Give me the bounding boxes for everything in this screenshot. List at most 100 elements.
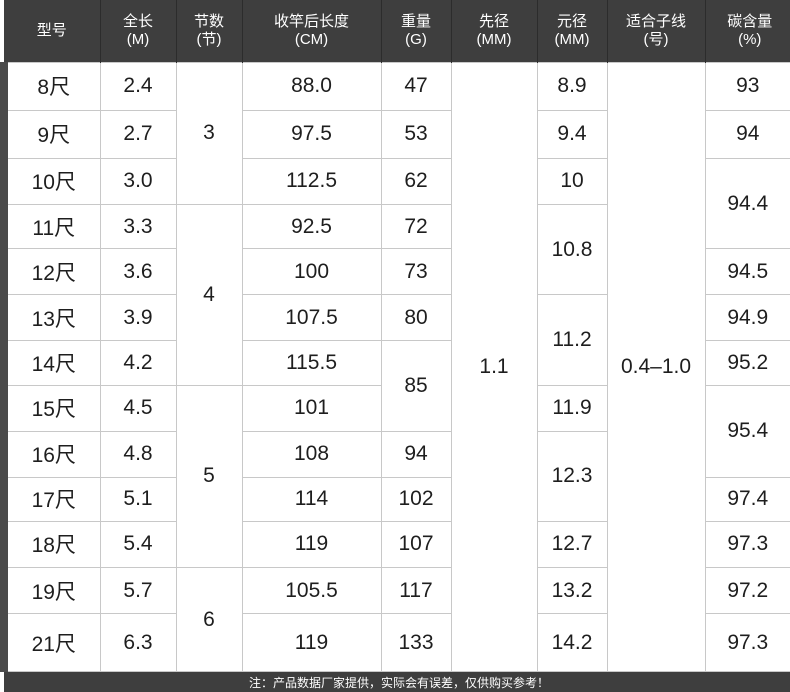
table-row: 21尺 6.3 119 133 14.2 97.3 — [0, 613, 790, 673]
collapsed-length-cell: 97.5 — [241, 109, 382, 159]
carbon-cell: 94 — [704, 109, 790, 159]
carbon-cell: 97.2 — [704, 567, 790, 615]
collapsed-length-cell: 119 — [241, 613, 382, 673]
weight-cell: 133 — [380, 613, 452, 673]
header-sections: 节数 (节) — [175, 0, 242, 63]
butt-diameter-cell: 14.2 — [536, 613, 608, 673]
collapsed-length-cell: 115.5 — [241, 340, 382, 386]
model-cell: 8尺 — [0, 61, 101, 111]
length-cell: 3.3 — [99, 204, 177, 250]
carbon-cell: 93 — [704, 61, 790, 111]
sections-cell: 5 — [175, 384, 243, 569]
table-row: 19尺 5.7 6 105.5 117 13.2 97.2 — [0, 567, 790, 673]
weight-cell: 72 — [380, 204, 452, 250]
collapsed-length-cell: 107.5 — [241, 294, 382, 342]
weight-cell: 85 — [380, 340, 452, 432]
butt-diameter-cell: 10 — [536, 157, 608, 206]
butt-diameter-cell: 11.2 — [536, 294, 608, 386]
sections-cell: 3 — [175, 61, 243, 206]
length-cell: 5.4 — [99, 520, 177, 569]
collapsed-length-cell: 100 — [241, 248, 382, 296]
model-cell: 10尺 — [0, 157, 101, 206]
sections-cell: 6 — [175, 567, 243, 673]
length-cell: 4.2 — [99, 340, 177, 386]
collapsed-length-cell: 101 — [241, 384, 382, 432]
table-row: 12尺 3.6 100 73 94.5 — [0, 248, 790, 296]
collapsed-length-cell: 108 — [241, 430, 382, 478]
weight-cell: 94 — [380, 430, 452, 478]
tip-diameter-cell: 1.1 — [450, 61, 538, 673]
weight-cell: 53 — [380, 109, 452, 159]
length-cell: 3.6 — [99, 248, 177, 296]
model-cell: 14尺 — [0, 340, 101, 386]
collapsed-length-cell: 92.5 — [241, 204, 382, 250]
table-row: 10尺 3.0 112.5 62 10 94.4 — [0, 157, 790, 250]
weight-cell: 62 — [380, 157, 452, 206]
header-row: 型号 全长 (M) 节数 (节) 收竿后长度 (CM) 重量 (G) 先径 (MM) 元径… — [4, 0, 790, 63]
table-row: 18尺 5.4 119 107 12.7 97.3 — [0, 520, 790, 569]
header-tip-diameter: 先径 (MM) — [450, 0, 537, 63]
length-cell: 4.8 — [99, 430, 177, 478]
carbon-cell: 94.9 — [704, 294, 790, 342]
model-cell: 16尺 — [0, 430, 101, 478]
table-row: 14尺 4.2 115.5 85 95.2 — [0, 340, 790, 432]
table-row: 11尺 3.3 4 92.5 72 10.8 — [0, 204, 790, 386]
header-model: 型号 — [4, 0, 100, 63]
weight-cell: 107 — [380, 520, 452, 569]
header-carbon: 碳含量 (%) — [704, 0, 790, 63]
table-row: 16尺 4.8 108 94 12.3 — [0, 430, 790, 522]
model-cell: 18尺 — [0, 520, 101, 569]
table-row: 13尺 3.9 107.5 80 11.2 94.9 — [0, 294, 790, 386]
header-length: 全长 (M) — [99, 0, 176, 63]
carbon-cell: 97.3 — [704, 520, 790, 569]
header-collapsed-length: 收竿后长度 (CM) — [241, 0, 381, 63]
carbon-cell: 97.3 — [704, 613, 790, 673]
footer-note: 注：产品数据厂家提供，实际会有误差，仅供购买参考！ — [4, 671, 790, 692]
length-cell: 4.5 — [99, 384, 177, 432]
model-cell: 11尺 — [0, 204, 101, 250]
butt-diameter-cell: 12.7 — [536, 520, 608, 569]
collapsed-length-cell: 112.5 — [241, 157, 382, 206]
length-cell: 5.1 — [99, 476, 177, 522]
carbon-cell: 95.4 — [704, 384, 790, 478]
collapsed-length-cell: 114 — [241, 476, 382, 522]
butt-diameter-cell: 10.8 — [536, 204, 608, 296]
table-row: 17尺 5.1 114 102 97.4 — [0, 476, 790, 522]
header-weight: 重量 (G) — [380, 0, 451, 63]
header-line-size: 适合子线 (号) — [606, 0, 705, 63]
header-butt-diameter: 元径 (MM) — [536, 0, 607, 63]
weight-cell: 80 — [380, 294, 452, 342]
butt-diameter-cell: 13.2 — [536, 567, 608, 615]
model-cell: 17尺 — [0, 476, 101, 522]
carbon-cell: 97.4 — [704, 476, 790, 522]
length-cell: 6.3 — [99, 613, 177, 673]
model-cell: 15尺 — [0, 384, 101, 432]
length-cell: 5.7 — [99, 567, 177, 615]
model-cell: 12尺 — [0, 248, 101, 296]
model-cell: 21尺 — [0, 613, 101, 673]
weight-cell: 117 — [380, 567, 452, 615]
table-row: 15尺 4.5 5 101 11.9 95.4 — [0, 384, 790, 569]
weight-cell: 102 — [380, 476, 452, 522]
table-row: 8尺 2.4 3 88.0 47 1.1 8.9 0.4–1.0 93 — [0, 61, 790, 673]
model-cell: 9尺 — [0, 109, 101, 159]
weight-cell: 73 — [380, 248, 452, 296]
length-cell: 3.0 — [99, 157, 177, 206]
collapsed-length-cell: 105.5 — [241, 567, 382, 615]
butt-diameter-cell: 12.3 — [536, 430, 608, 522]
collapsed-length-cell: 119 — [241, 520, 382, 569]
length-cell: 3.9 — [99, 294, 177, 342]
collapsed-length-cell: 88.0 — [241, 61, 382, 111]
footer-row: 注：产品数据厂家提供，实际会有误差，仅供购买参考！ — [4, 671, 790, 692]
weight-cell: 47 — [380, 61, 452, 111]
length-cell: 2.7 — [99, 109, 177, 159]
butt-diameter-cell: 8.9 — [536, 61, 608, 111]
butt-diameter-cell: 9.4 — [536, 109, 608, 159]
table-row: 9尺 2.7 97.5 53 9.4 94 — [0, 109, 790, 159]
butt-diameter-cell: 11.9 — [536, 384, 608, 432]
model-cell: 19尺 — [0, 567, 101, 615]
model-cell: 13尺 — [0, 294, 101, 342]
length-cell: 2.4 — [99, 61, 177, 111]
carbon-cell: 94.5 — [704, 248, 790, 296]
